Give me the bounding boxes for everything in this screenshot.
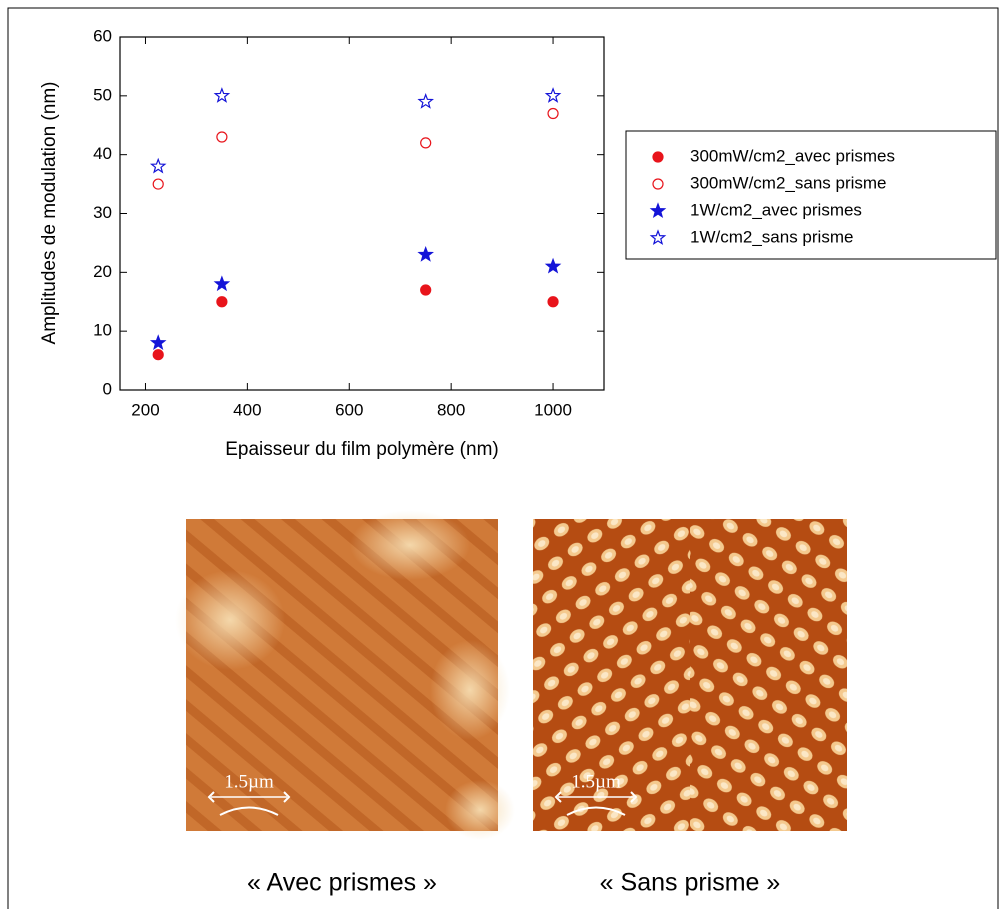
x-tick-label: 400 <box>233 400 261 419</box>
legend-label: 1W/cm2_sans prisme <box>690 227 853 246</box>
plot-frame <box>119 36 605 391</box>
marker <box>417 245 434 262</box>
marker <box>544 257 562 274</box>
marker <box>149 157 167 174</box>
marker <box>547 107 559 120</box>
scale-bar <box>554 791 638 816</box>
x-tick-label: 1000 <box>534 400 572 419</box>
afm-highlight <box>445 780 515 840</box>
chart: Epaisseur du film polymère (nm) Amplitud… <box>39 36 997 460</box>
marker <box>547 296 559 308</box>
marker <box>417 93 434 109</box>
marker <box>149 334 167 350</box>
x-tick-label: 200 <box>131 400 159 419</box>
x-tick-label: 600 <box>335 400 363 419</box>
y-axis-title: Amplitudes de modulation (nm) <box>39 82 60 345</box>
legend-marker <box>652 178 664 190</box>
legend-marker <box>649 229 667 246</box>
scale-bar-label: 1.5µm <box>571 771 621 792</box>
legend-label: 1W/cm2_avec prismes <box>690 200 862 219</box>
image-caption: « Sans prisme » <box>600 869 781 897</box>
marker <box>216 131 228 143</box>
afm-image-2 <box>533 519 847 831</box>
y-tick-label: 30 <box>93 203 112 222</box>
scale-bar <box>207 791 291 816</box>
afm-highlight <box>350 510 470 580</box>
y-tick-label: 40 <box>93 144 112 163</box>
marker <box>152 349 164 361</box>
y-tick-label: 60 <box>93 26 112 45</box>
marker <box>216 296 228 308</box>
legend-box <box>625 130 997 260</box>
y-tick-label: 0 <box>103 379 112 398</box>
marker <box>544 87 562 103</box>
x-axis-title: Epaisseur du film polymère (nm) <box>225 439 498 460</box>
afm-highlight <box>430 640 510 740</box>
legend-label: 300mW/cm2_sans prisme <box>690 173 887 192</box>
legend-label: 300mW/cm2_avec prismes <box>690 146 895 165</box>
marker <box>152 178 164 190</box>
frame <box>7 7 999 909</box>
marker <box>213 87 231 103</box>
afm-highlight <box>175 570 285 670</box>
scale-bars: 1.5µm 1.5µm <box>207 771 638 816</box>
afm-image-1 <box>175 510 515 840</box>
legend-marker <box>649 202 667 219</box>
marker <box>213 275 231 292</box>
legend-marker <box>652 151 664 163</box>
image-caption: « Avec prismes » <box>247 869 437 897</box>
y-tick-label: 10 <box>93 321 112 340</box>
marker <box>420 137 432 149</box>
marker <box>420 284 432 296</box>
y-tick-label: 20 <box>93 262 112 281</box>
x-tick-label: 800 <box>437 400 465 419</box>
scale-bar-label: 1.5µm <box>224 771 274 792</box>
afm-image <box>690 519 847 831</box>
y-tick-label: 50 <box>93 85 112 104</box>
